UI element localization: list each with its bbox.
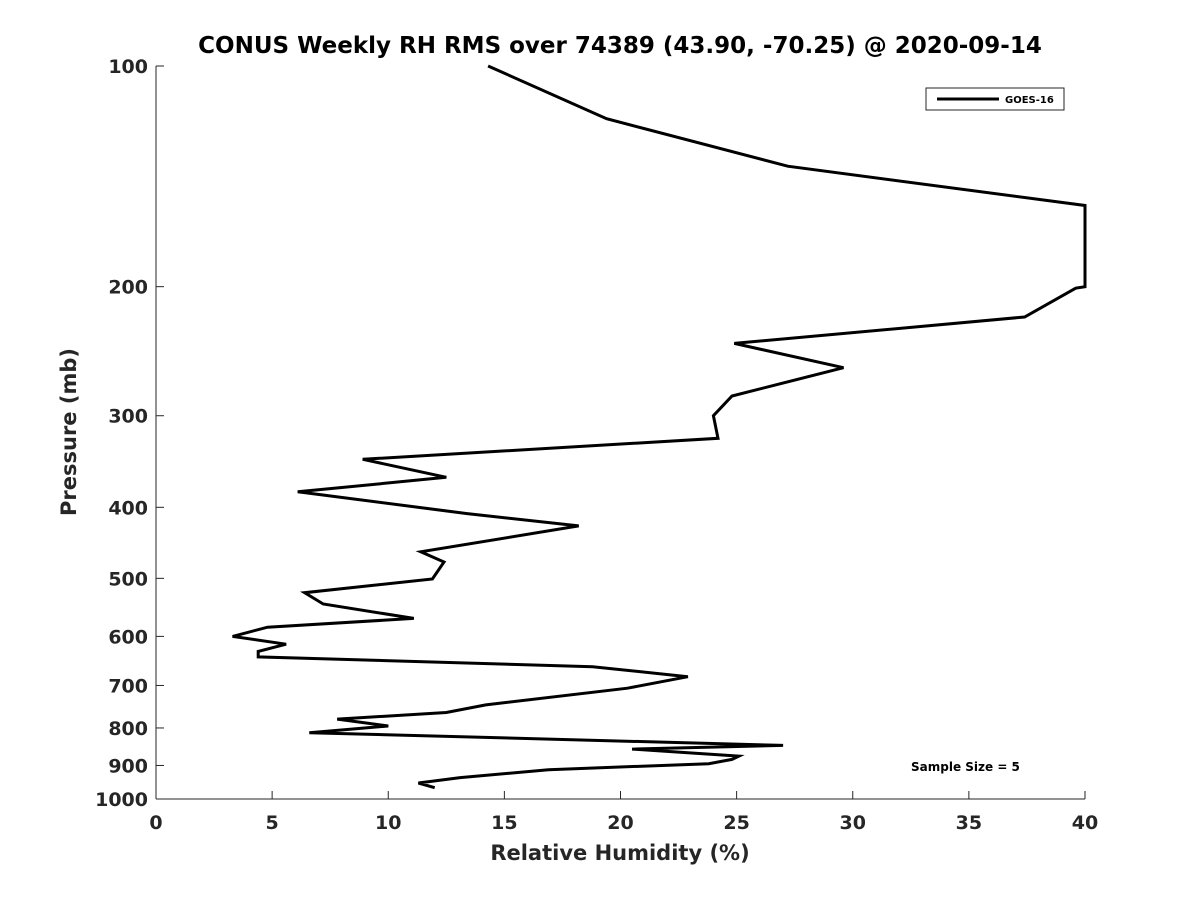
- y-tick-label: 200: [108, 277, 148, 299]
- x-tick-label: 40: [1072, 812, 1098, 834]
- y-ticks: 100 200 300 400 500 600 700 800 900 1000: [95, 56, 164, 811]
- x-axis-label: Relative Humidity (%): [490, 841, 749, 865]
- y-tick-label: 1000: [95, 789, 148, 811]
- x-tick-label: 10: [375, 812, 401, 834]
- y-tick-label: 700: [108, 675, 148, 697]
- plot-area: 0 5 10 15 20 25 30 35 40 100 200 300 400 500 600 700 80…: [95, 56, 1098, 834]
- legend-label-goes16: GOES-16: [1005, 95, 1054, 106]
- y-tick-label: 600: [108, 626, 148, 648]
- x-ticks: 0 5 10 15 20 25 30 35 40: [149, 791, 1098, 834]
- x-tick-label: 5: [266, 812, 279, 834]
- y-axis-label: Pressure (mb): [57, 348, 81, 516]
- x-tick-label: 20: [607, 812, 633, 834]
- y-tick-label: 300: [108, 406, 148, 428]
- x-tick-label: 35: [956, 812, 982, 834]
- series-line-0: [232, 64, 1087, 790]
- chart-title: CONUS Weekly RH RMS over 74389 (43.90, -…: [198, 33, 1042, 59]
- y-tick-label: 400: [108, 497, 148, 519]
- x-tick-label: 25: [723, 812, 749, 834]
- x-tick-label: 30: [840, 812, 866, 834]
- y-tick-label: 800: [108, 718, 148, 740]
- y-tick-label: 900: [108, 755, 148, 777]
- x-tick-label: 0: [149, 812, 162, 834]
- y-tick-label: 100: [108, 56, 148, 78]
- sample-size-annotation: Sample Size = 5: [911, 760, 1020, 774]
- y-tick-label: 500: [108, 568, 148, 590]
- x-tick-label: 15: [491, 812, 517, 834]
- legend: GOES-16: [925, 87, 1065, 111]
- series-layer: [232, 64, 1087, 790]
